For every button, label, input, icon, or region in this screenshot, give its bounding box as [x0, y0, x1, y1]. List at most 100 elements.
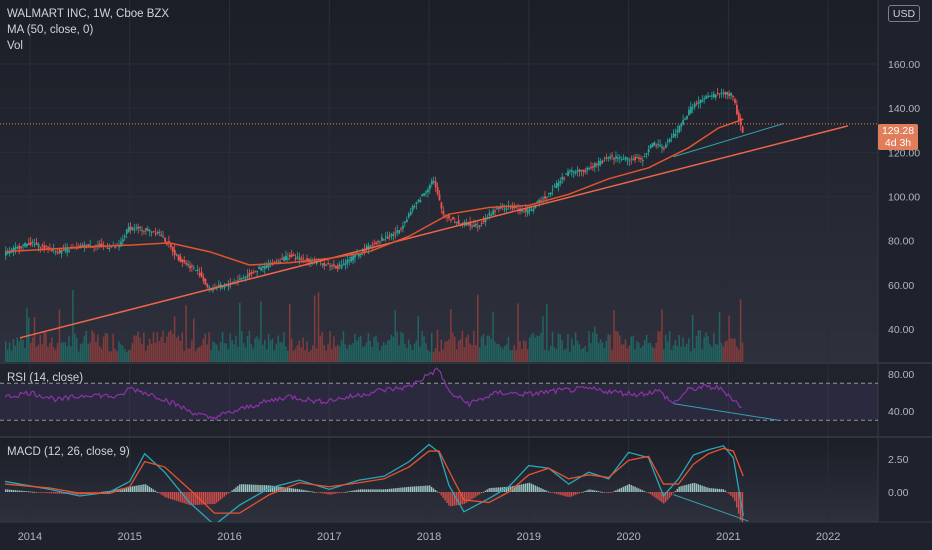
volume-bar	[691, 314, 694, 362]
macd-histogram-bar	[340, 492, 343, 493]
volume-bar	[275, 343, 278, 362]
macd-histogram-bar	[191, 492, 193, 506]
macd-histogram-bar	[467, 492, 469, 502]
macd-histogram-bar	[313, 491, 316, 493]
volume-indicator-label[interactable]: Vol	[7, 40, 23, 52]
candle-body	[628, 160, 631, 162]
macd-histogram-bar	[672, 492, 675, 494]
candle-body	[97, 244, 99, 246]
volume-bar	[724, 341, 727, 362]
support-trendline	[19, 125, 849, 339]
macd-histogram-bar	[204, 492, 206, 505]
macd-histogram-bar	[127, 487, 130, 492]
volume-bar	[240, 331, 243, 362]
candle-body	[405, 219, 408, 222]
candle-body	[381, 237, 383, 241]
volume-bar	[323, 345, 325, 362]
volume-bar	[455, 349, 458, 362]
volume-bar	[271, 338, 274, 362]
candle-body	[557, 182, 560, 187]
volume-bar	[547, 350, 550, 362]
macd-histogram-bar	[160, 492, 162, 495]
macd-histogram-bar	[463, 492, 465, 504]
macd-histogram-bar	[488, 488, 490, 492]
macd-histogram-bar	[219, 492, 222, 500]
ma-indicator-label[interactable]: MA (50, close, 0)	[7, 24, 94, 36]
candle-body	[678, 125, 681, 132]
macd-histogram-bar	[358, 489, 360, 492]
candle-body	[421, 194, 424, 197]
macd-histogram-bar	[701, 485, 703, 492]
candle-body	[371, 244, 374, 246]
volume-bar	[737, 349, 740, 362]
volume-bar	[379, 350, 381, 362]
macd-histogram-bar	[432, 488, 435, 492]
candle-body	[333, 264, 335, 267]
volume-bar	[507, 336, 510, 362]
signal-line	[4, 447, 744, 514]
volume-bar	[532, 332, 535, 362]
volume-bar	[693, 348, 696, 362]
macd-histogram-bar	[367, 489, 370, 492]
macd-histogram-bar	[131, 486, 134, 492]
volume-bar	[156, 332, 159, 362]
volume-bar	[189, 348, 191, 362]
volume-bar	[411, 349, 414, 362]
candle-body	[714, 94, 717, 98]
macd-histogram-bar	[12, 490, 15, 492]
macd-histogram-bar	[348, 491, 350, 493]
candle-body	[240, 277, 243, 279]
volume-bar	[315, 348, 318, 362]
candle-body	[125, 229, 128, 234]
candle-body	[288, 254, 291, 258]
macd-histogram-bar	[102, 491, 105, 493]
candle-body	[404, 221, 406, 224]
price-pane-bg	[0, 0, 878, 362]
macd-histogram-bar	[588, 489, 590, 492]
currency-button[interactable]: USD	[888, 5, 920, 22]
volume-bar	[250, 344, 253, 362]
macd-histogram-bar	[605, 492, 607, 493]
volume-bar	[534, 337, 537, 362]
candle-body	[674, 133, 677, 136]
candle-body	[643, 156, 646, 158]
macd-histogram-bar	[252, 484, 254, 492]
macd-histogram-bar	[500, 487, 502, 492]
macd-histogram-bar	[4, 489, 7, 492]
macd-histogram-bar	[580, 492, 583, 493]
volume-bar	[306, 341, 308, 362]
candle-body	[204, 278, 207, 285]
macd-histogram-bar	[686, 484, 688, 492]
volume-bar	[572, 345, 575, 362]
macd-histogram-bar	[210, 492, 212, 505]
macd-histogram-bar	[242, 484, 245, 492]
macd-histogram-bar	[526, 483, 529, 492]
macd-histogram-bar	[388, 488, 391, 492]
macd-histogram-bar	[517, 485, 519, 492]
macd-histogram-bar	[173, 492, 176, 501]
volume-bar	[212, 341, 214, 362]
macd-histogram-bar	[169, 492, 172, 499]
volume-bar	[4, 341, 7, 362]
volume-bar	[645, 334, 648, 362]
volume-bar	[620, 344, 623, 362]
volume-bar	[164, 342, 166, 362]
macd-histogram-bar	[563, 492, 565, 496]
volume-bar	[70, 346, 72, 362]
volume-bar	[64, 342, 66, 362]
candle-body	[488, 213, 491, 216]
candle-body	[323, 263, 326, 267]
macd-indicator-label[interactable]: MACD (12, 26, close, 9)	[7, 446, 130, 458]
candle-body	[728, 93, 731, 97]
macd-histogram-bar	[645, 492, 648, 493]
candle-body	[663, 147, 665, 149]
volume-bar	[624, 339, 627, 362]
candle-body	[490, 214, 493, 217]
macd-histogram-bar	[638, 488, 640, 492]
rsi-indicator-label[interactable]: RSI (14, close)	[7, 372, 84, 384]
candle-body	[532, 208, 535, 211]
volume-bar	[252, 348, 255, 362]
candle-body	[296, 256, 299, 258]
macd-histogram-bar	[166, 492, 168, 498]
